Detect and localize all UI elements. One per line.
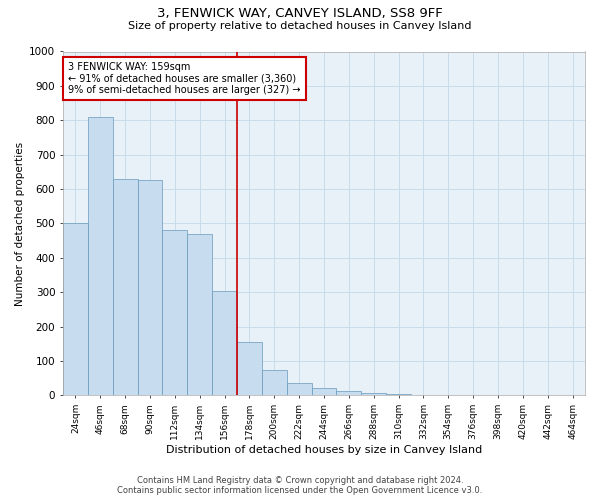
Bar bbox=[262, 370, 287, 396]
Bar bbox=[311, 388, 337, 396]
Bar bbox=[361, 394, 386, 396]
Bar bbox=[63, 224, 88, 396]
Y-axis label: Number of detached properties: Number of detached properties bbox=[15, 142, 25, 306]
Bar bbox=[337, 392, 361, 396]
Bar bbox=[137, 180, 163, 396]
Bar bbox=[237, 342, 262, 396]
Bar bbox=[88, 117, 113, 396]
Bar bbox=[187, 234, 212, 396]
Text: 3 FENWICK WAY: 159sqm
← 91% of detached houses are smaller (3,360)
9% of semi-de: 3 FENWICK WAY: 159sqm ← 91% of detached … bbox=[68, 62, 301, 95]
Bar bbox=[163, 230, 187, 396]
Bar bbox=[212, 290, 237, 396]
Text: Contains HM Land Registry data © Crown copyright and database right 2024.
Contai: Contains HM Land Registry data © Crown c… bbox=[118, 476, 482, 495]
Bar bbox=[113, 179, 137, 396]
Text: Size of property relative to detached houses in Canvey Island: Size of property relative to detached ho… bbox=[128, 21, 472, 31]
Bar bbox=[287, 384, 311, 396]
Text: 3, FENWICK WAY, CANVEY ISLAND, SS8 9FF: 3, FENWICK WAY, CANVEY ISLAND, SS8 9FF bbox=[157, 8, 443, 20]
Bar bbox=[386, 394, 411, 396]
X-axis label: Distribution of detached houses by size in Canvey Island: Distribution of detached houses by size … bbox=[166, 445, 482, 455]
